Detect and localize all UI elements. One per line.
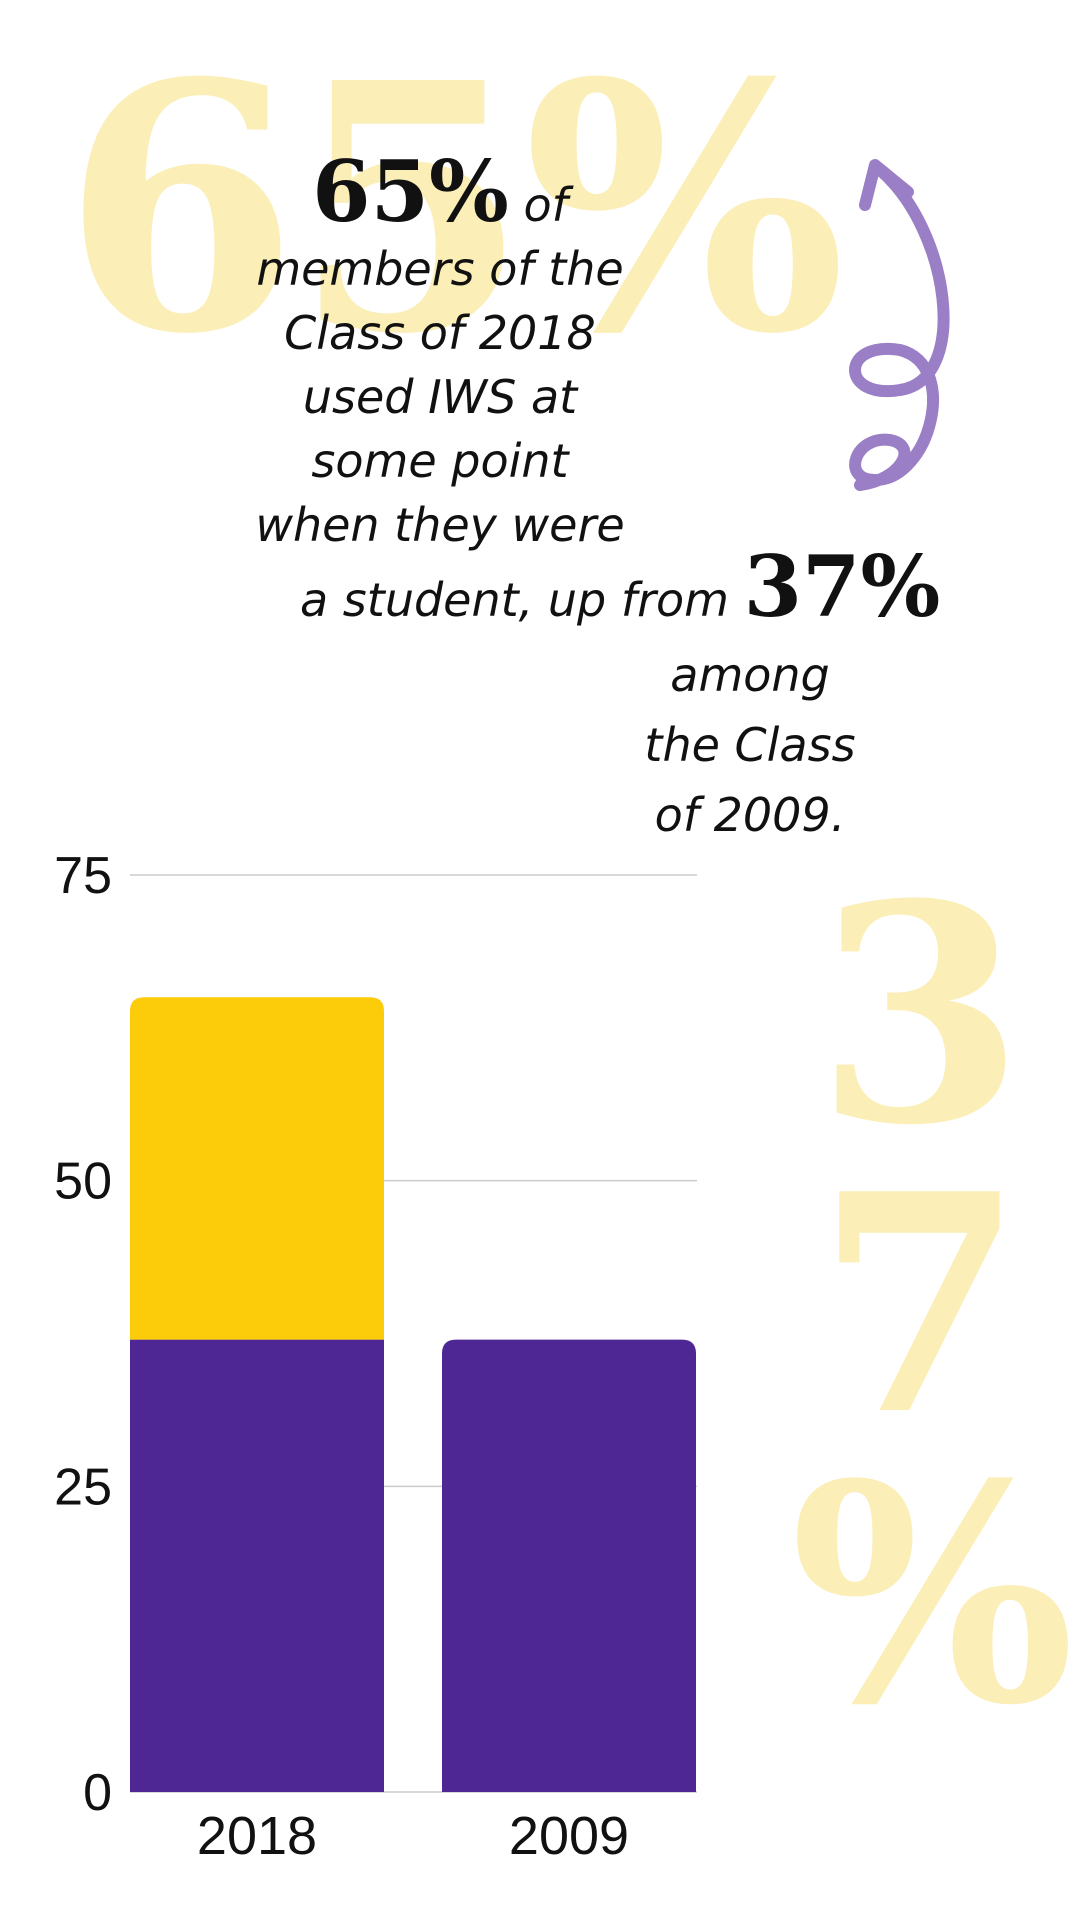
headline-text: 65% of members of the Class of 2018 used…	[230, 150, 650, 557]
background-char: 3	[815, 838, 1025, 1191]
headline-line: the Class	[644, 718, 856, 772]
stat-65: 65%	[312, 142, 509, 241]
headline-line: Class of 2018	[284, 306, 596, 360]
chart-y-ticks: 0 25 50 75	[54, 847, 112, 1822]
stat-37: 37%	[743, 537, 941, 636]
background-char: 7	[815, 1128, 1025, 1481]
headline-line: 65% of	[230, 150, 650, 237]
background-number-65: 65%	[62, 10, 846, 409]
x-tick-label: 2009	[509, 1806, 629, 1866]
background-number-37: 3 7 %	[790, 838, 1076, 1771]
bar-segment-2009	[442, 1339, 696, 1792]
headline-tail: among the Class of 2009.	[580, 640, 920, 850]
headline-up-from: a student, up from	[300, 573, 744, 627]
chart-gridlines	[130, 874, 697, 1793]
headline-line: of 2009.	[654, 788, 846, 842]
chart-bars	[130, 997, 696, 1792]
squiggle-arrow-icon	[849, 159, 950, 491]
headline-of: of	[508, 178, 568, 232]
y-tick-label: 0	[83, 1764, 112, 1822]
headline-line: some point	[311, 434, 569, 488]
y-tick-label: 75	[54, 847, 112, 905]
y-tick-label: 50	[54, 1153, 112, 1211]
headline-line: when they were	[255, 498, 625, 552]
headline-line-up-from: a student, up from 37%	[300, 545, 1040, 632]
chart-x-ticks: 2018 2009	[197, 1806, 629, 1866]
x-tick-label: 2018	[197, 1806, 317, 1866]
y-tick-label: 25	[54, 1458, 112, 1516]
bar-segment-2018	[130, 997, 384, 1340]
background-char: %	[790, 1418, 1076, 1771]
headline-line: members of the	[256, 242, 624, 296]
headline-line: among	[670, 648, 830, 702]
bar-segment-2018	[130, 1339, 384, 1792]
headline-line: used IWS at	[302, 370, 578, 424]
